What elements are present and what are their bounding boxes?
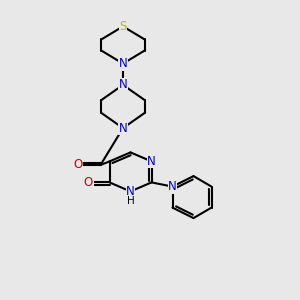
Text: N: N — [118, 57, 127, 70]
Text: N: N — [126, 185, 135, 198]
Text: S: S — [119, 20, 127, 33]
Text: N: N — [118, 122, 127, 135]
Text: N: N — [118, 78, 127, 92]
Text: N: N — [147, 155, 156, 168]
Text: N: N — [168, 180, 177, 193]
Text: H: H — [127, 196, 134, 206]
Text: O: O — [84, 176, 93, 189]
Text: O: O — [74, 158, 82, 172]
